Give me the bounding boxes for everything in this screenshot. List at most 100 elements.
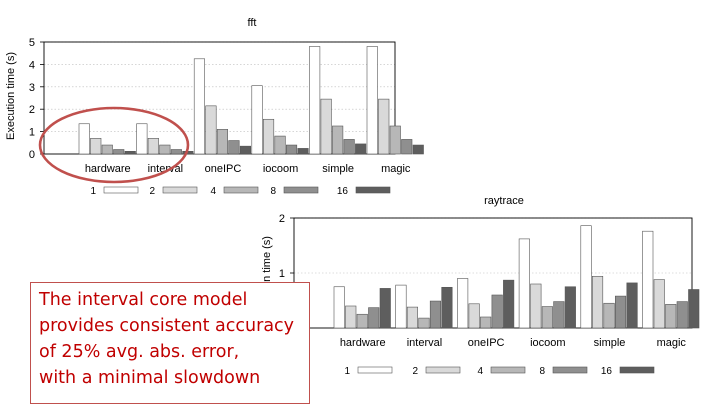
y-axis-label: on time (s) <box>261 236 273 288</box>
legend-label: 4 <box>210 186 216 197</box>
bar-oneIPC-4 <box>480 316 492 329</box>
bar-simple-4 <box>603 302 615 329</box>
bar-simple-4 <box>332 125 344 155</box>
bar-hardware-4 <box>356 313 368 329</box>
y-tick-label: 2 <box>279 213 285 225</box>
bar-hardware-16 <box>379 288 391 329</box>
bar-magic-16 <box>688 289 700 329</box>
legend-label: 2 <box>412 366 418 377</box>
y-tick-label: 3 <box>29 82 35 94</box>
bar-magic-1 <box>642 230 654 329</box>
bar-iocoom-4 <box>541 306 553 329</box>
legend-label: 8 <box>270 186 276 197</box>
callout-line: of 25% avg. abs. error, <box>39 342 240 362</box>
bar-iocoom-16 <box>297 148 309 155</box>
bar-interval-2 <box>147 138 159 155</box>
bar-oneIPC-16 <box>239 145 251 155</box>
highlight-callout: The interval core model provides consist… <box>30 282 310 404</box>
legend-label: 16 <box>337 186 349 197</box>
y-tick-label: 5 <box>29 37 35 49</box>
legend-swatch <box>103 186 139 194</box>
bar-iocoom-2 <box>262 118 275 155</box>
bar-iocoom-1 <box>518 238 530 329</box>
bar-simple-2 <box>591 275 604 329</box>
legend-swatch <box>619 366 655 374</box>
bar-oneIPC-2 <box>205 105 217 155</box>
x-tick-label: oneIPC <box>205 163 242 175</box>
bar-oneIPC-1 <box>193 58 205 155</box>
y-axis-label: Execution time (s) <box>5 52 17 140</box>
bar-simple-2 <box>320 98 332 155</box>
bar-simple-8 <box>343 139 355 155</box>
x-tick-label: magic <box>657 337 687 349</box>
bar-hardware-1 <box>78 123 90 155</box>
bar-hardware-8 <box>368 307 380 329</box>
chart-title: fft <box>248 17 257 29</box>
x-tick-label: interval <box>407 337 442 349</box>
bar-hardware-8 <box>113 149 125 155</box>
x-tick-label: hardware <box>340 337 386 349</box>
bar-simple-16 <box>626 282 638 329</box>
legend-swatch <box>490 366 526 374</box>
bar-magic-4 <box>665 304 677 329</box>
bar-iocoom-16 <box>564 286 576 329</box>
bar-iocoom-2 <box>530 283 542 329</box>
bar-oneIPC-8 <box>491 294 503 329</box>
legend-label: 16 <box>601 366 613 377</box>
x-tick-label: magic <box>381 163 411 175</box>
y-tick-label: 1 <box>29 127 35 139</box>
bar-hardware-2 <box>345 305 357 329</box>
x-tick-label: iocoom <box>263 163 298 175</box>
bar-hardware-2 <box>90 138 102 155</box>
legend-swatch <box>355 186 391 194</box>
bar-interval-16 <box>441 286 453 329</box>
bar-magic-8 <box>676 301 688 329</box>
legend-swatch <box>283 186 319 194</box>
bar-magic-4 <box>389 125 401 155</box>
x-tick-label: hardware <box>85 163 131 175</box>
bar-interval-8 <box>170 149 182 155</box>
legend-label: 1 <box>90 186 96 197</box>
y-tick-label: 0 <box>29 149 35 161</box>
legend-label: 1 <box>344 366 350 377</box>
legend-label: 2 <box>149 186 155 197</box>
legend-swatch <box>425 366 461 374</box>
callout-line: The interval core model <box>39 290 248 310</box>
bar-oneIPC-4 <box>216 129 228 155</box>
x-tick-label: simple <box>322 163 354 175</box>
bar-oneIPC-1 <box>457 278 469 329</box>
bar-magic-2 <box>378 98 390 155</box>
x-tick-label: oneIPC <box>468 337 505 349</box>
chart-title: raytrace <box>484 195 524 207</box>
bar-hardware-1 <box>333 286 345 329</box>
highlight-ellipse <box>38 106 190 184</box>
bar-simple-8 <box>614 295 627 329</box>
x-tick-label: simple <box>594 337 626 349</box>
y-tick-label: 1 <box>279 268 285 280</box>
bar-oneIPC-16 <box>503 279 515 329</box>
callout-line: with a minimal slowdown <box>39 368 261 388</box>
bar-interval-4 <box>418 317 430 329</box>
callout-line: provides consistent accuracy <box>39 316 295 336</box>
bar-interval-4 <box>159 144 171 155</box>
bar-interval-2 <box>406 306 419 329</box>
bar-magic-1 <box>366 46 378 155</box>
legend-swatch <box>552 366 588 374</box>
bar-simple-1 <box>580 225 592 329</box>
bar-oneIPC-8 <box>228 140 240 155</box>
legend-swatch <box>162 186 198 194</box>
bar-interval-1 <box>136 123 148 155</box>
y-tick-label: 2 <box>29 104 35 116</box>
bar-oneIPC-2 <box>468 303 480 329</box>
bar-hardware-4 <box>101 144 113 155</box>
bar-interval-1 <box>395 284 407 329</box>
bar-hardware-16 <box>124 151 136 155</box>
bar-iocoom-1 <box>251 85 263 155</box>
bar-interval-8 <box>429 300 442 329</box>
bar-magic-2 <box>653 279 665 329</box>
y-tick-label: 4 <box>29 59 35 71</box>
bar-magic-8 <box>401 139 413 155</box>
legend-label: 8 <box>539 366 545 377</box>
legend-label: 4 <box>477 366 483 377</box>
